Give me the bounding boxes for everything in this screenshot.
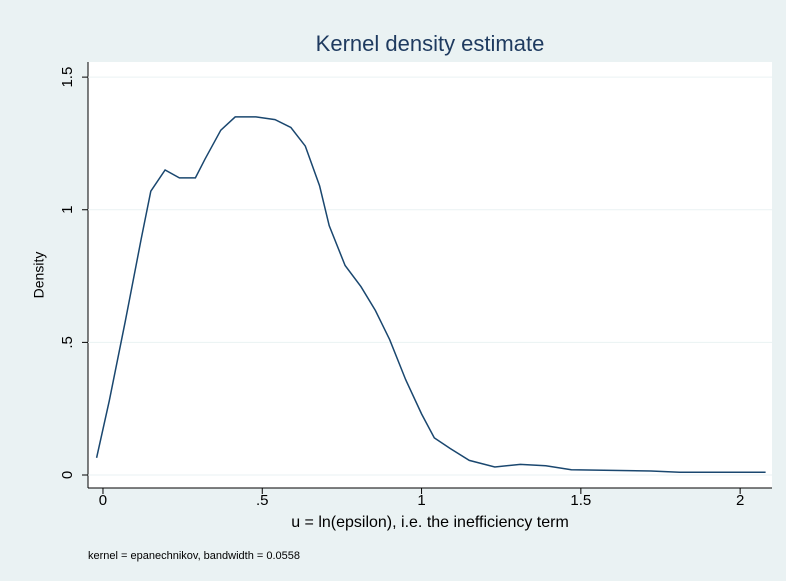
chart-title: Kernel density estimate	[316, 31, 545, 56]
y-axis-title: Density	[31, 252, 47, 299]
x-tick-label: 1	[417, 492, 425, 509]
y-tick-label: .5	[59, 336, 76, 349]
plot-area	[88, 62, 772, 488]
x-axis-title: u = ln(epsilon), i.e. the inefficiency t…	[291, 514, 569, 531]
x-tick-label: 0	[99, 492, 107, 509]
note: kernel = epanechnikov, bandwidth = 0.055…	[88, 550, 300, 562]
density-line	[95, 116, 766, 474]
x-tick-label: .5	[256, 492, 269, 509]
y-tick-label: 0	[59, 471, 76, 479]
y-tick-label: 1.5	[59, 67, 76, 88]
x-tick-label: 2	[736, 492, 744, 509]
y-tick-label: 1	[59, 206, 76, 214]
x-tick-label: 1.5	[570, 492, 591, 509]
